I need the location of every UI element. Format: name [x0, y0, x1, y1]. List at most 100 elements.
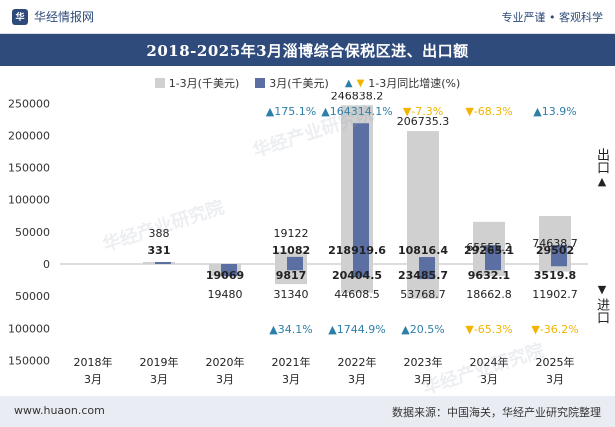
- y-tick-label: 100000: [8, 322, 50, 335]
- arrow-down-icon: ▼: [597, 283, 607, 296]
- brand-name: 华经情报网: [34, 10, 95, 24]
- y-tick-label: 0: [43, 258, 50, 271]
- data-source: 数据来源：中国海关，华经产业研究院整理: [392, 406, 601, 419]
- side-label-import: ▼ 进口: [593, 282, 611, 324]
- data-label-import-march: 9817: [276, 269, 307, 282]
- data-label-export-total: 388: [149, 227, 170, 240]
- hua-logo-icon: 华: [12, 8, 28, 25]
- growth-label-export: ▼-7.3%: [403, 105, 443, 118]
- y-tick-label: 200000: [8, 129, 50, 142]
- data-label-import-total: 31340: [274, 288, 309, 301]
- x-tick-label-month: 3月: [150, 373, 168, 386]
- footer: www.huaon.com 数据来源：中国海关，华经产业研究院整理: [0, 396, 615, 427]
- legend-item-growth: ▲ ▼ 1-3月同比增速(%): [345, 75, 460, 91]
- chart-title: 2018-2025年3月淄博综合保税区进、出口额: [146, 41, 469, 60]
- data-label-export-march: 10816.4: [398, 244, 448, 257]
- x-tick-label-year: 2024年: [470, 355, 509, 369]
- data-label-export-total: 246838.2: [331, 92, 384, 102]
- legend-label-total: 1-3月(千美元): [168, 77, 240, 90]
- bar-import-march: [419, 264, 435, 280]
- x-tick-label-month: 3月: [480, 373, 498, 386]
- data-label-export-march: 331: [148, 244, 171, 257]
- data-label-import-march: 9632.1: [468, 269, 510, 282]
- data-label-export-march: 11082: [272, 244, 310, 257]
- data-label-import-march: 23485.7: [398, 269, 448, 282]
- growth-label-import: ▼-65.3%: [465, 323, 512, 336]
- growth-label-export: ▲164314.1%: [321, 105, 392, 118]
- x-tick-label-year: 2018年: [74, 355, 113, 369]
- bar-export-march: [551, 245, 567, 264]
- growth-label-export: ▲175.1%: [266, 105, 316, 118]
- x-tick-label-year: 2025年: [536, 355, 575, 369]
- legend-item-march: 3月(千美元): [255, 75, 329, 91]
- legend-label-growth: 1-3月同比增速(%): [368, 77, 461, 90]
- x-tick-label-month: 3月: [348, 373, 366, 386]
- x-tick-label-year: 2022年: [338, 355, 377, 369]
- bar-export-march: [287, 256, 303, 264]
- bar-export-march: [353, 123, 369, 264]
- data-label-import-total: 53768.7: [400, 288, 446, 301]
- data-label-export-march: 29502: [536, 244, 574, 257]
- y-tick-label: 50000: [15, 226, 50, 239]
- arrow-up-icon: ▲: [597, 175, 607, 188]
- data-label-import-march: 19069: [206, 269, 244, 282]
- bar-chart: 3500003000002500002000001500001000005000…: [8, 92, 588, 386]
- x-tick-label-month: 3月: [282, 373, 300, 386]
- growth-label-export: ▲13.9%: [533, 105, 576, 118]
- data-label-export-total: 19122: [274, 227, 309, 240]
- bar-import-march: [551, 264, 567, 267]
- growth-label-import: ▲1744.9%: [328, 323, 385, 336]
- y-tick-label: 250000: [8, 97, 50, 110]
- growth-label-export: ▼-68.3%: [465, 105, 512, 118]
- website-link[interactable]: www.huaon.com: [14, 404, 105, 417]
- bar-import-total: [539, 264, 571, 272]
- bar-import-march: [221, 264, 237, 277]
- x-tick-label-year: 2021年: [272, 355, 311, 369]
- data-label-export-total: 74638.7: [532, 237, 578, 250]
- x-tick-label-month: 3月: [414, 373, 432, 386]
- data-label-import-march: 20404.5: [332, 269, 382, 282]
- growth-label-import: ▲20.5%: [401, 323, 444, 336]
- growth-label-import: ▼-36.2%: [531, 323, 578, 336]
- bar-export-total: [407, 131, 439, 264]
- bar-import-march: [353, 264, 369, 278]
- x-tick-label-year: 2019年: [140, 355, 179, 369]
- data-label-export-total: 206735.3: [397, 115, 450, 128]
- legend: 1-3月(千美元) 3月(千美元) ▲ ▼ 1-3月同比增速(%): [0, 72, 615, 94]
- export-label: 出口: [594, 148, 609, 174]
- data-label-import-total: 44608.5: [334, 288, 380, 301]
- bar-export-march: [419, 257, 435, 264]
- x-tick-label-month: 3月: [546, 373, 564, 386]
- legend-item-total: 1-3月(千美元): [154, 75, 240, 91]
- x-tick-label-year: 2023年: [404, 355, 443, 369]
- data-label-export-total: 65555.2: [466, 241, 512, 254]
- triangle-up-icon: ▲: [344, 77, 353, 89]
- x-tick-label-month: 3月: [216, 373, 234, 386]
- side-label-export: 出口 ▲: [593, 148, 611, 190]
- data-label-import-total: 19480: [208, 288, 243, 301]
- data-label-export-march: 29265.1: [464, 244, 514, 257]
- bar-import-march: [287, 264, 303, 271]
- data-label-import-total: 11902.7: [532, 288, 578, 301]
- tagline: 专业严谨 • 客观科学: [501, 11, 603, 24]
- y-tick-label: 150000: [8, 354, 50, 367]
- legend-swatch-march: [255, 78, 266, 88]
- data-label-import-total: 18662.8: [466, 288, 512, 301]
- bar-export-march: [485, 245, 501, 264]
- legend-label-march: 3月(千美元): [269, 77, 329, 90]
- y-tick-label: 150000: [8, 162, 50, 175]
- top-bar: 华 华经情报网 专业严谨 • 客观科学: [0, 0, 615, 34]
- y-tick-label: 100000: [8, 194, 50, 207]
- triangle-down-icon: ▼: [356, 77, 365, 89]
- data-label-import-march: 3519.8: [534, 269, 576, 282]
- brand[interactable]: 华 华经情报网: [12, 8, 94, 25]
- bar-export-march: [155, 262, 171, 264]
- x-tick-label-year: 2020年: [206, 355, 245, 369]
- data-label-export-march: 218919.6: [328, 244, 386, 257]
- x-tick-label-month: 3月: [84, 373, 102, 386]
- y-tick-label: 50000: [15, 290, 50, 303]
- bar-import-march: [485, 264, 501, 271]
- growth-label-import: ▲34.1%: [269, 323, 312, 336]
- title-bar: 2018-2025年3月淄博综合保税区进、出口额: [0, 34, 615, 66]
- import-label: 进口: [594, 298, 609, 324]
